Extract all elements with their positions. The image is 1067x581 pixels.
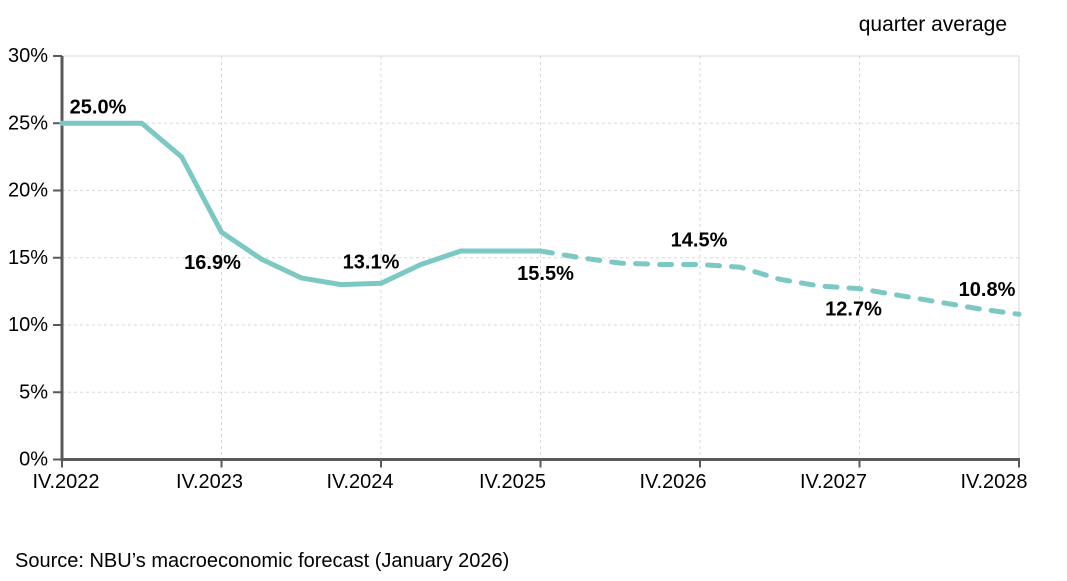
y-axis-label: 30% xyxy=(8,45,48,67)
x-axis-label: IV.2026 xyxy=(639,471,706,493)
series-line-actual xyxy=(59,120,543,288)
x-axis-label: IV.2025 xyxy=(479,471,546,493)
x-axis-label: IV.2024 xyxy=(326,471,393,493)
y-axis-label: 20% xyxy=(8,180,48,202)
x-axis-label: IV.2022 xyxy=(32,471,99,493)
x-axis-label: IV.2027 xyxy=(800,471,867,493)
source-note: Source: NBU’s macroeconomic forecast (Ja… xyxy=(15,550,510,572)
x-axis-label: IV.2023 xyxy=(176,471,243,493)
data-label: 16.9% xyxy=(184,252,241,274)
y-axis-label: 5% xyxy=(19,381,48,403)
series-line-forecast xyxy=(538,248,1022,317)
data-label: 13.1% xyxy=(343,251,400,273)
y-axis-label: 25% xyxy=(8,112,48,134)
x-axis-label: IV.2028 xyxy=(960,471,1027,493)
data-label: 25.0% xyxy=(70,96,127,118)
y-axis-label: 10% xyxy=(8,314,48,336)
chart-title: quarter average xyxy=(858,13,1007,36)
data-label: 12.7% xyxy=(825,299,882,321)
data-label: 10.8% xyxy=(959,279,1016,301)
data-label: 14.5% xyxy=(671,229,728,251)
y-axis-label: 0% xyxy=(19,449,48,471)
y-axis-label: 15% xyxy=(8,247,48,269)
data-label: 15.5% xyxy=(517,263,574,285)
